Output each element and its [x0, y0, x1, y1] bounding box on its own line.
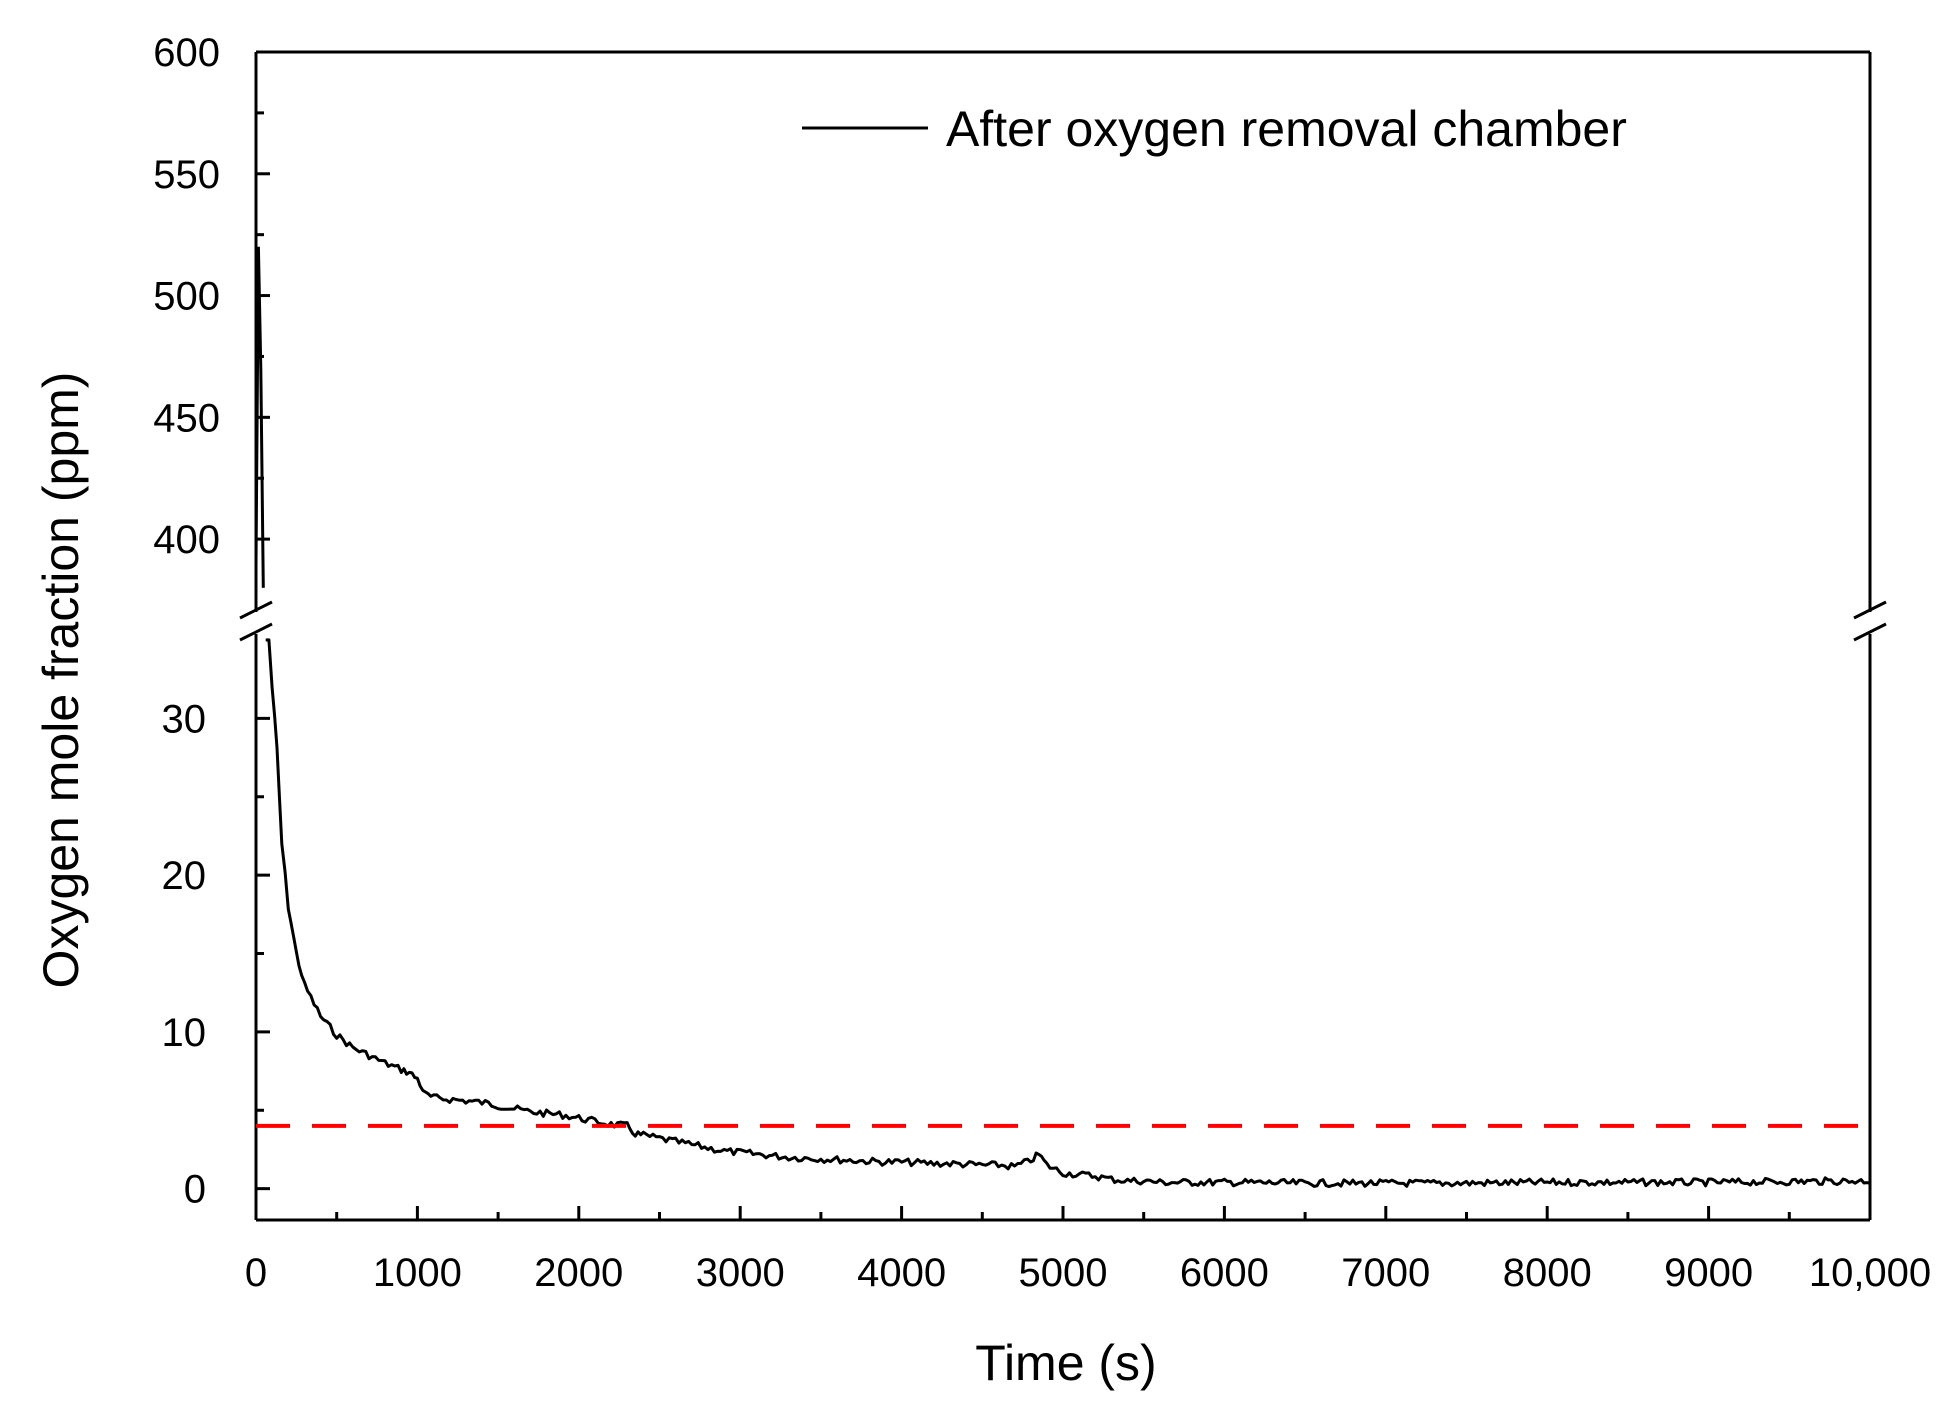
axis-break-right-upper: [1853, 600, 1887, 620]
x-tick-label: 2000: [534, 1251, 623, 1295]
x-tick-label: 9000: [1664, 1251, 1753, 1295]
x-tick-label: 3000: [696, 1251, 785, 1295]
x-tick-label: 5000: [1019, 1251, 1108, 1295]
y-tick-label-lower: 20: [162, 854, 207, 898]
y-tick-label-upper: 400: [153, 518, 220, 562]
data-series: [254, 246, 1871, 1189]
y-tick-label-upper: 600: [153, 31, 220, 75]
x-tick-label: 10,000: [1809, 1251, 1931, 1295]
axis-break-right-lower: [1853, 622, 1887, 642]
x-tick-label: 0: [245, 1251, 267, 1295]
y-axis-title: Oxygen mole fraction (ppm): [33, 372, 89, 989]
axis-break-marks: [239, 600, 1887, 642]
y-tick-label-lower: 30: [162, 697, 207, 741]
legend-label: After oxygen removal chamber: [946, 101, 1627, 157]
plot-frame: [254, 50, 1872, 1222]
legend: After oxygen removal chamber: [802, 101, 1627, 157]
x-axis-title: Time (s): [975, 1335, 1156, 1391]
axis-break-left-upper: [239, 600, 273, 620]
x-tick-label: 6000: [1180, 1251, 1269, 1295]
axis-break-left-lower: [239, 622, 273, 642]
x-tick-label: 4000: [857, 1251, 946, 1295]
y-tick-label-upper: 450: [153, 396, 220, 440]
x-tick-label: 8000: [1503, 1251, 1592, 1295]
series-line-upper: [254, 246, 265, 588]
y-tick-label-upper: 550: [153, 153, 220, 197]
y-tick-label-upper: 500: [153, 275, 220, 319]
x-tick-label: 1000: [373, 1251, 462, 1295]
axis-ticks: 0 1000 2000 3000 4000 5000 6000 7000 8000 9000 10,…: [153, 31, 1931, 1295]
series-line-lower: [265, 638, 1871, 1189]
y-tick-label-lower: 10: [162, 1011, 207, 1055]
y-tick-label-lower: 0: [184, 1168, 206, 1212]
x-tick-label: 7000: [1341, 1251, 1430, 1295]
